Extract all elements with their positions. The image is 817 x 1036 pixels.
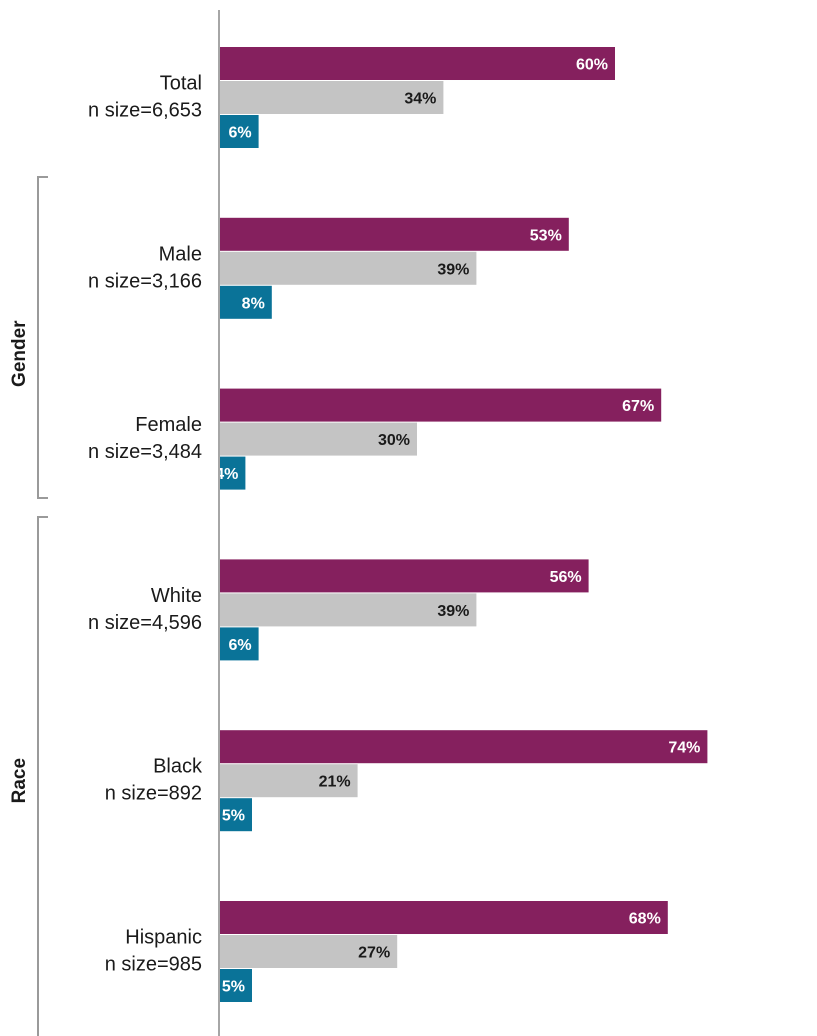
value-label-white-2: 6% [228,637,251,654]
bar-total-1 [219,81,444,114]
bar-hispanic-0 [219,901,668,934]
value-label-hispanic-0: 68% [629,911,661,928]
n-size-label-white: n size=4,596 [88,612,202,634]
value-label-male-0: 53% [530,227,562,244]
value-label-hispanic-2: 5% [222,979,245,996]
bracket-race [37,516,48,1036]
value-label-white-0: 56% [550,569,582,586]
bar-female-2 [219,456,246,490]
n-size-label-female: n size=3,484 [88,441,202,463]
value-label-black-1: 21% [319,774,351,791]
bar-white-0 [219,559,589,593]
value-label-total-2: 6% [228,125,251,142]
value-label-female-1: 30% [378,432,410,449]
bar-male-0 [219,217,569,251]
bar-white-1 [219,593,477,627]
n-size-label-total: n size=6,653 [88,100,202,122]
bar-male-2 [219,285,272,319]
value-label-black-0: 74% [668,740,700,757]
n-size-label-male: n size=3,166 [88,270,202,292]
category-label-white: White [151,585,202,607]
value-label-female-0: 67% [622,398,654,415]
category-label-total: Total [160,73,202,95]
category-label-male: Male [159,243,202,265]
value-label-total-1: 34% [404,91,436,108]
value-label-hispanic-1: 27% [358,945,390,962]
group-label-race: Race [9,758,30,803]
value-label-black-2: 5% [222,808,245,825]
bar-hispanic-2 [219,969,252,1002]
bar-hispanic-1 [219,935,398,968]
value-label-white-1: 39% [437,603,469,620]
value-label-male-2: 8% [242,295,265,312]
n-size-label-black: n size=892 [105,783,202,805]
bar-black-0 [219,730,708,764]
bar-total-0 [219,47,615,80]
bar-female-1 [219,422,417,456]
category-label-female: Female [135,414,202,436]
group-label-gender: Gender [9,320,30,387]
value-label-total-0: 60% [576,57,608,74]
value-label-female-2: 4% [215,466,238,483]
bar-female-0 [219,388,662,422]
bar-white-2 [219,627,259,661]
bar-male-1 [219,251,477,285]
bracket-gender [37,176,48,499]
value-label-male-1: 39% [437,261,469,278]
n-size-label-hispanic: n size=985 [105,954,202,976]
category-label-black: Black [153,756,203,778]
bar-total-2 [219,115,259,148]
bar-black-1 [219,764,358,798]
bar-black-2 [219,798,252,832]
category-label-hispanic: Hispanic [125,927,202,949]
